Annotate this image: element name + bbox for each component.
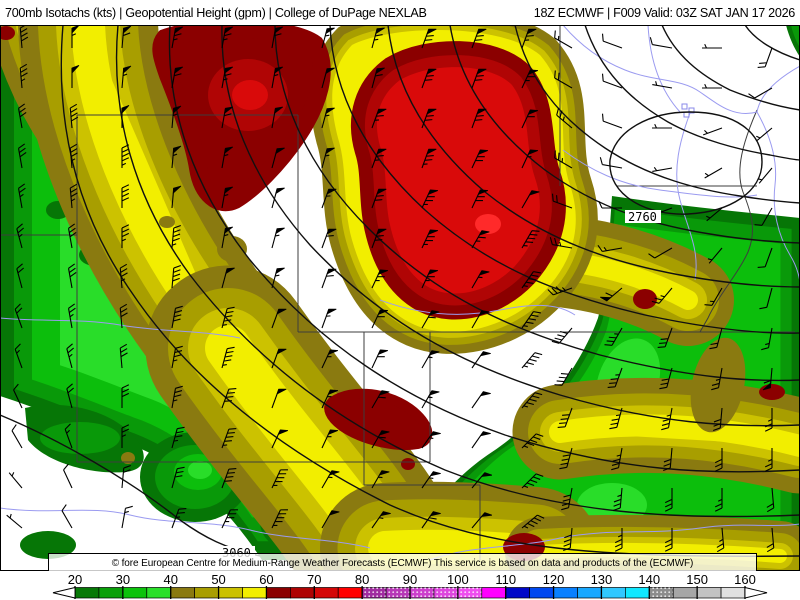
- colorbar-tick-label: 80: [355, 572, 369, 587]
- product-title: 700mb Isotachs (kts) | Geopotential Heig…: [5, 5, 427, 20]
- colorbar-tick-label: 50: [211, 572, 225, 587]
- colorbar-segment: [529, 587, 554, 599]
- colorbar-segment: [720, 587, 746, 599]
- colorbar-tick-label: 140: [638, 572, 660, 587]
- colorbar-segment: [625, 587, 650, 599]
- attribution-text: © fore European Centre for Medium-Range …: [111, 557, 694, 569]
- colorbar-left-arrow: [52, 586, 76, 599]
- colorbar-scale: 20 30 40 50 60 70 80 90 100 110 120 130 140 150 160: [52, 572, 768, 599]
- colorbar-segment: [481, 587, 507, 599]
- isotach-fills: [0, 25, 800, 571]
- city-marker: [681, 103, 695, 118]
- colorbar-segment: [313, 587, 339, 599]
- contour-label: 2760: [628, 210, 657, 224]
- colorbar-segment: [218, 587, 243, 599]
- colorbar-tick-label: 150: [686, 572, 708, 587]
- height-contours: [0, 25, 800, 557]
- colorbar-tick-label: 30: [116, 572, 130, 587]
- colorbar-segment: [194, 587, 219, 599]
- weather-map: 27603060: [0, 25, 800, 571]
- colorbar-segment: [122, 587, 148, 599]
- colorbar-segment: [601, 587, 626, 599]
- colorbar-segment: [98, 587, 124, 599]
- colorbar-tick-label: 70: [307, 572, 321, 587]
- colorbar-tick-label: 160: [734, 572, 756, 587]
- colorbar-segment: [74, 587, 100, 599]
- colorbar-tick-label: 130: [591, 572, 613, 587]
- rivers: [0, 25, 800, 561]
- model-run-valid-time: 18Z ECMWF | F009 Valid: 03Z SAT JAN 17 2…: [533, 5, 796, 20]
- title-bar: 700mb Isotachs (kts) | Geopotential Heig…: [0, 0, 800, 25]
- attribution-bar: © fore European Centre for Medium-Range …: [48, 553, 757, 573]
- colorbar: 20 30 40 50 60 70 80 90 100 110 120 130 140 150 160: [0, 571, 800, 600]
- colorbar-segment: [337, 587, 363, 599]
- colorbar-tick-label: 100: [447, 572, 469, 587]
- colorbar-segment: [146, 587, 172, 599]
- colorbar-tick-label: 120: [543, 572, 565, 587]
- state-borders: [0, 25, 795, 560]
- colorbar-segment: [266, 587, 291, 599]
- colorbar-segment: [577, 587, 602, 599]
- colorbar-tick-label: 90: [403, 572, 417, 587]
- colorbar-segment: [170, 587, 195, 599]
- wind-barbs: [6, 25, 775, 553]
- isotach-max-red: [0, 25, 785, 561]
- colorbar-right-arrow: [744, 586, 768, 599]
- colorbar-tick-label: 40: [163, 572, 177, 587]
- colorbar-segment: [553, 587, 578, 599]
- colorbar-segment: [672, 587, 698, 599]
- colorbar-tick-label: 110: [495, 572, 516, 587]
- colorbar-segment: [505, 587, 530, 599]
- map-area: 27603060: [0, 25, 800, 571]
- colorbar-segment: [290, 587, 315, 599]
- colorbar-segment: [242, 587, 267, 599]
- colorbar-tick-label: 60: [259, 572, 273, 587]
- colorbar-tick-label: 20: [68, 572, 82, 587]
- colorbar-segment: [696, 587, 722, 599]
